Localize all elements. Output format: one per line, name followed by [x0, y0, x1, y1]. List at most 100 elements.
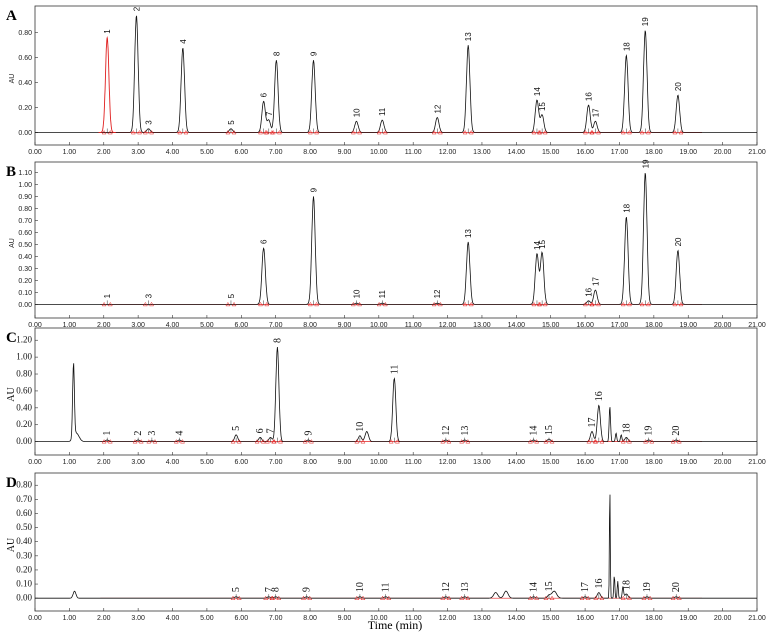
- peak-label: 13: [460, 426, 471, 436]
- peak-label: 15: [544, 581, 555, 591]
- x-tick-label: 7.00: [269, 149, 283, 156]
- x-tick-label: 15.00: [542, 149, 560, 156]
- peak-marker: [360, 439, 366, 444]
- peak-label: 13: [464, 32, 473, 41]
- peak-label: 13: [460, 582, 471, 592]
- peak-label: 1: [102, 431, 113, 436]
- peak-marker: [543, 595, 549, 600]
- x-tick-label: 3.00: [131, 322, 145, 329]
- peak-marker: [639, 301, 645, 307]
- peak-marker: [138, 439, 144, 444]
- x-tick-label: 15.00: [542, 459, 560, 466]
- x-tick-label: 7.00: [269, 459, 283, 466]
- peak-marker: [596, 301, 601, 307]
- peak-label: 9: [309, 187, 318, 192]
- peak-marker: [446, 595, 452, 600]
- x-tick-label: 12.00: [439, 615, 457, 622]
- peak-marker: [645, 301, 651, 307]
- x-tick-label: 18.00: [645, 149, 663, 156]
- x-tick-label: 5.00: [200, 615, 214, 622]
- peak-label: 2: [133, 431, 144, 436]
- peak-marker: [254, 439, 260, 444]
- y-tick-label: 0.40: [18, 80, 32, 87]
- peak-marker: [230, 595, 236, 600]
- peak-marker: [101, 130, 107, 135]
- peak-label: 7: [264, 587, 275, 592]
- peak-marker: [225, 130, 231, 135]
- peak-marker: [382, 130, 388, 135]
- x-tick-label: 18.00: [645, 615, 663, 622]
- peak-marker: [276, 595, 282, 600]
- x-tick-label: 2.00: [97, 322, 111, 329]
- peak-label: 10: [352, 289, 361, 298]
- peak-marker: [670, 595, 676, 600]
- x-tick-label: 20.00: [714, 459, 732, 466]
- peak-label: 17: [591, 108, 600, 117]
- y-tick-label: 0.80: [16, 369, 32, 379]
- peak-marker: [236, 439, 242, 444]
- x-tick-label: 12.00: [439, 149, 457, 156]
- peak-label: 12: [433, 289, 442, 298]
- peak-marker: [101, 301, 107, 307]
- peak-label: 18: [622, 42, 631, 51]
- peak-marker: [173, 439, 179, 444]
- peak-label: 16: [585, 92, 594, 101]
- y-tick-label: 0.10: [18, 290, 32, 297]
- peak-label: 15: [544, 425, 555, 435]
- peak-label: 13: [464, 229, 473, 238]
- peak-label: 10: [352, 108, 361, 117]
- x-axis-title: Time (min): [368, 618, 423, 632]
- x-tick-label: 11.00: [405, 459, 422, 466]
- y-tick-label: 0.00: [18, 302, 32, 309]
- y-tick-label: 0.80: [16, 480, 32, 490]
- panel-letter: C: [6, 330, 17, 346]
- peak-marker: [465, 439, 471, 444]
- peak-label: 10: [355, 582, 366, 592]
- y-tick-label: 0.20: [16, 564, 32, 574]
- peak-label: 16: [594, 391, 605, 401]
- peak-label: 16: [585, 287, 594, 296]
- x-tick-label: 0.00: [28, 322, 42, 329]
- peak-label: 7: [265, 111, 274, 116]
- x-tick-label: 17.00: [611, 149, 629, 156]
- peak-label: 8: [272, 338, 283, 343]
- chromatogram-trace: [35, 172, 757, 305]
- peak-marker: [350, 130, 356, 135]
- peak-marker: [431, 301, 437, 307]
- peak-marker: [531, 130, 537, 135]
- peak-label: 1: [103, 293, 112, 298]
- peak-marker: [177, 130, 183, 135]
- peak-marker: [107, 439, 113, 444]
- peak-marker: [440, 595, 446, 600]
- x-tick-label: 6.00: [234, 322, 248, 329]
- peak-marker: [236, 595, 242, 600]
- peak-label: 19: [641, 159, 650, 168]
- peak-marker: [620, 439, 626, 444]
- peak-marker: [360, 595, 366, 600]
- peak-label: 20: [674, 82, 683, 91]
- peak-marker: [465, 595, 471, 600]
- x-tick-label: 15.00: [542, 615, 560, 622]
- peak-label: 19: [644, 426, 655, 436]
- peak-marker: [676, 439, 682, 444]
- peak-label: 5: [231, 426, 242, 431]
- peak-label: 17: [580, 582, 591, 592]
- x-tick-label: 16.00: [576, 615, 594, 622]
- x-tick-label: 18.00: [645, 459, 663, 466]
- x-tick-label: 0.00: [28, 459, 42, 466]
- peak-label: 14: [533, 87, 542, 96]
- x-tick-label: 9.00: [338, 322, 352, 329]
- panel-frame: [34, 327, 758, 456]
- peak-label: 9: [303, 431, 314, 436]
- peak-marker: [302, 439, 308, 444]
- peak-marker: [132, 439, 138, 444]
- panel-d: D AU 0.00 0.10 0.20 0.30 0.40 0.50 0.60 0.70 0.80 0…: [6, 472, 766, 622]
- peak-label: 19: [641, 17, 650, 26]
- peak-label: 19: [642, 582, 653, 592]
- x-tick-label: 8.00: [303, 149, 317, 156]
- peak-marker: [149, 130, 154, 135]
- x-tick-label: 5.00: [200, 322, 214, 329]
- peak-marker: [579, 595, 585, 600]
- x-tick-label: 6.00: [234, 149, 248, 156]
- peak-marker: [536, 301, 542, 307]
